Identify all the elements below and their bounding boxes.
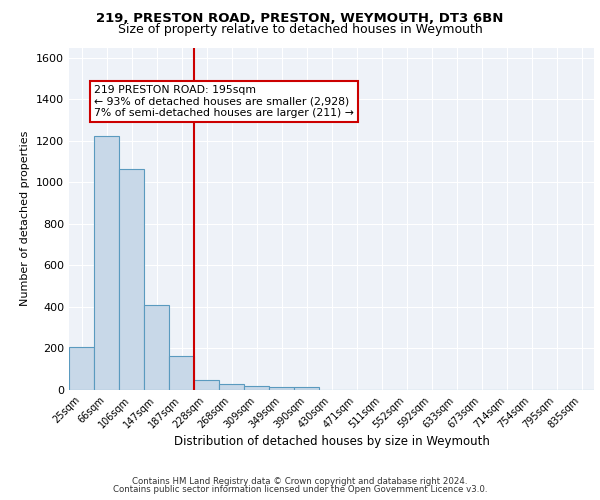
Text: Contains HM Land Registry data © Crown copyright and database right 2024.: Contains HM Land Registry data © Crown c… (132, 477, 468, 486)
Bar (69, 348, 94, 390)
Bar (269, 387, 294, 390)
Text: Contains public sector information licensed under the Open Government Licence v3: Contains public sector information licen… (113, 485, 487, 494)
Bar (94, 136, 119, 390)
Text: 219, PRESTON ROAD, PRESTON, WEYMOUTH, DT3 6BN: 219, PRESTON ROAD, PRESTON, WEYMOUTH, DT… (97, 12, 503, 26)
Y-axis label: Number of detached properties: Number of detached properties (20, 131, 31, 306)
Bar (294, 387, 319, 390)
Bar (144, 305, 169, 390)
Text: 219 PRESTON ROAD: 195sqm
← 93% of detached houses are smaller (2,928)
7% of semi: 219 PRESTON ROAD: 195sqm ← 93% of detach… (94, 85, 354, 118)
Bar (169, 356, 194, 390)
Bar (194, 380, 219, 390)
Bar (119, 169, 144, 390)
Text: Size of property relative to detached houses in Weymouth: Size of property relative to detached ho… (118, 22, 482, 36)
Bar (219, 384, 244, 390)
Bar (244, 386, 269, 390)
X-axis label: Distribution of detached houses by size in Weymouth: Distribution of detached houses by size … (173, 436, 490, 448)
